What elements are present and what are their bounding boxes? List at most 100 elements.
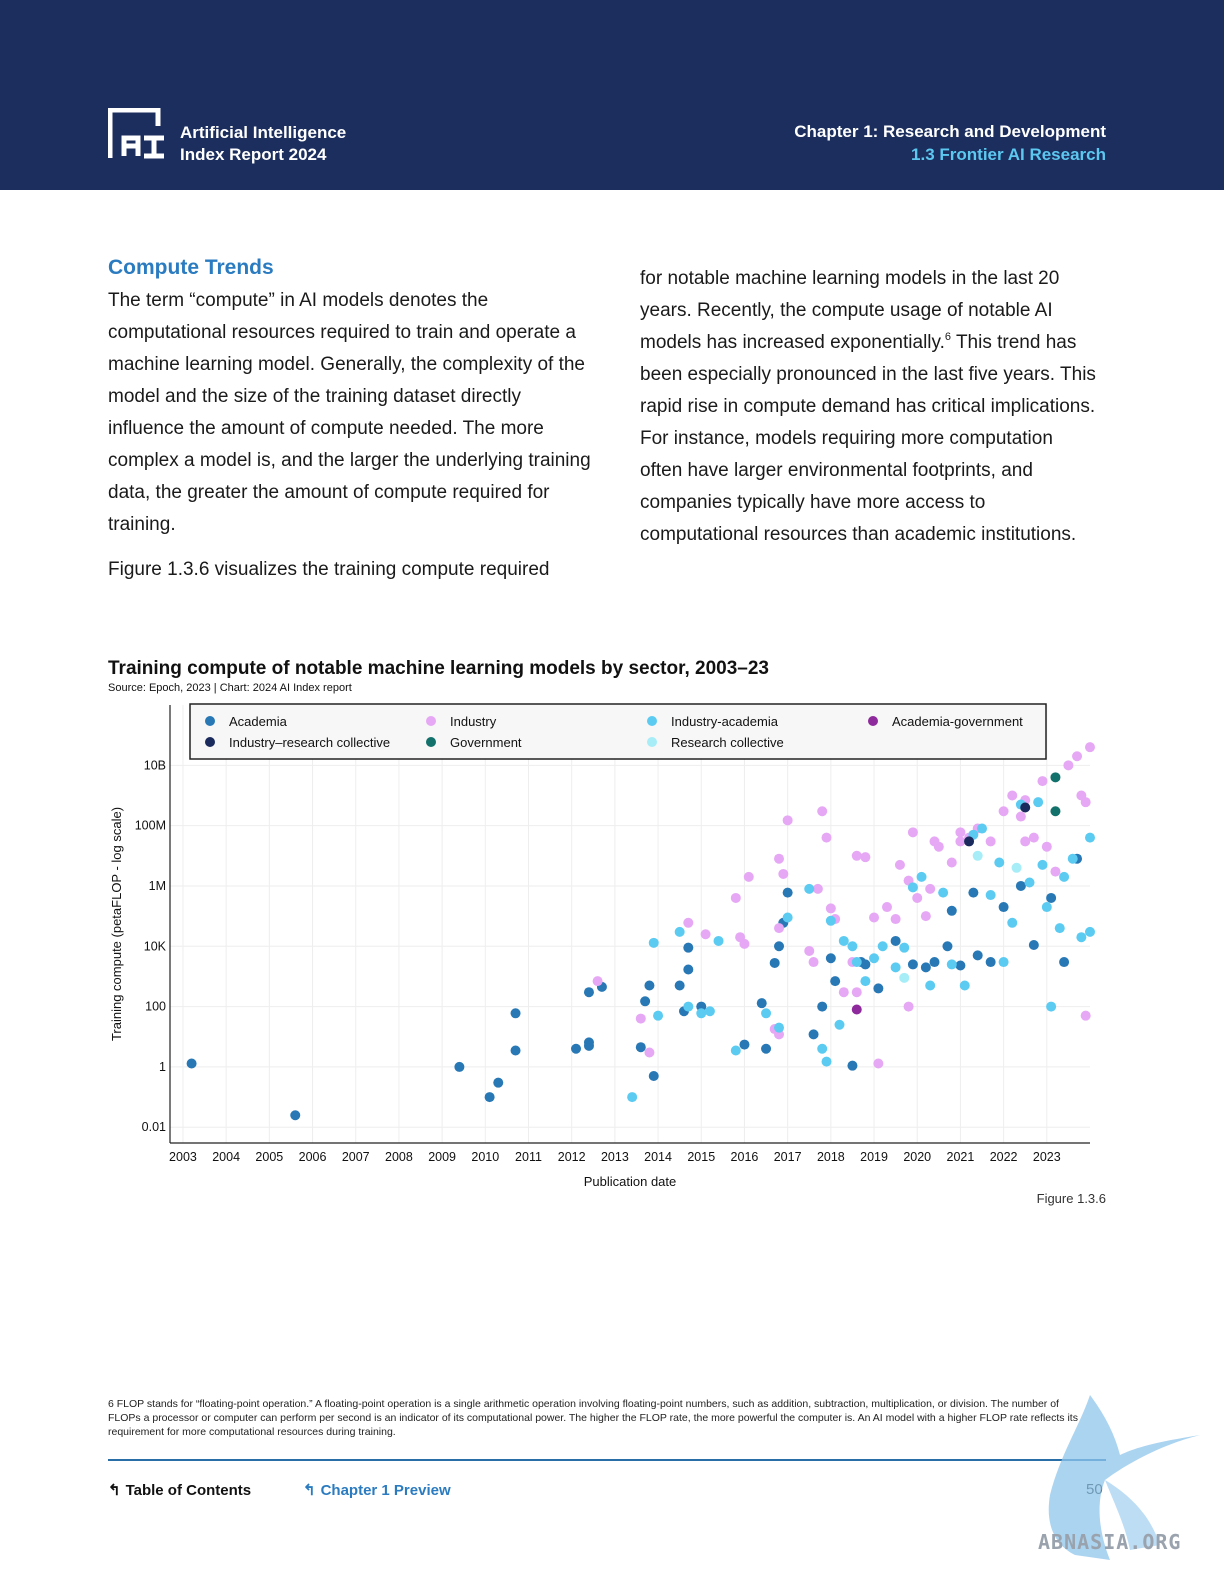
footnote: 6 FLOP stands for “floating-point operat… — [108, 1398, 1078, 1438]
data-point-industry — [730, 892, 741, 903]
footer-divider — [108, 1459, 1106, 1461]
data-point-academia — [942, 941, 953, 952]
data-point-industry-academia — [730, 1045, 741, 1056]
y-tick-label: 1M — [149, 879, 166, 893]
data-point-industry — [929, 836, 940, 847]
data-point-industry-research-collective — [964, 836, 975, 847]
data-point-academia — [493, 1077, 504, 1088]
data-point-industry-academia — [761, 1008, 772, 1019]
data-point-academia — [635, 1042, 646, 1053]
chapter-preview-link[interactable]: ↰ Chapter 1 Preview — [303, 1481, 451, 1499]
data-point-academia — [683, 942, 694, 953]
data-point-academia — [484, 1092, 495, 1103]
data-point-academia — [674, 980, 685, 991]
data-point-academia — [761, 1043, 772, 1054]
watermark-text: ABNASIA.ORG — [1038, 1530, 1182, 1554]
legend-box — [189, 703, 1047, 760]
data-point-research-collective — [972, 850, 983, 861]
data-point-industry — [955, 827, 966, 838]
table-of-contents-link[interactable]: ↰ Table of Contents — [108, 1481, 251, 1499]
data-point-industry-academia — [804, 883, 815, 894]
data-point-academia — [454, 1061, 465, 1072]
data-point-industry-academia — [838, 935, 849, 946]
data-point-academia — [985, 957, 996, 968]
data-point-industry — [925, 883, 936, 894]
data-point-academia — [644, 980, 655, 991]
data-point-industry-academia — [653, 1010, 664, 1021]
y-axis-label: Training compute (petaFLOP - log scale) — [109, 807, 124, 1041]
report-name-line2: Index Report 2024 — [180, 145, 327, 164]
data-point-industry-academia — [825, 915, 836, 926]
figure-label: Figure 1.3.6 — [1036, 1191, 1106, 1206]
data-point-industry — [821, 832, 832, 843]
data-point-industry — [1050, 866, 1061, 877]
data-point-government — [1050, 772, 1061, 783]
data-point-industry-academia — [1024, 877, 1035, 888]
data-point-industry-research-collective — [1020, 802, 1031, 813]
y-tick-label: 10B — [144, 758, 166, 772]
x-tick-label: 2015 — [687, 1150, 715, 1164]
data-point-industry-academia — [985, 890, 996, 901]
y-tick-label: 10K — [144, 939, 167, 953]
data-point-industry — [804, 945, 815, 956]
data-point-industry-academia — [674, 926, 685, 937]
data-point-academia — [583, 1037, 594, 1048]
data-point-industry-academia — [994, 857, 1005, 868]
data-point-industry — [782, 815, 793, 826]
table-of-contents-label: Table of Contents — [125, 1482, 252, 1499]
data-point-industry-academia — [627, 1092, 638, 1103]
data-point-industry — [907, 827, 918, 838]
data-point-academia — [782, 887, 793, 898]
data-point-academia — [825, 953, 836, 964]
y-tick-label: 1 — [159, 1060, 166, 1074]
scatter-chart: 2003 2004 2005 2006 2007 2008 2009 2010 2011 2012… — [109, 703, 1095, 1189]
legend-marker — [647, 737, 657, 747]
x-tick-label: 2012 — [558, 1150, 586, 1164]
data-point-industry — [778, 868, 789, 879]
data-point-industry — [985, 836, 996, 847]
x-tick-label: 2019 — [860, 1150, 888, 1164]
report-name-line1: Artificial Intelligence — [180, 123, 347, 142]
data-point-industry — [774, 923, 785, 934]
left-column: The term “compute” in AI models denotes … — [108, 285, 598, 586]
y-tick-label: 0.01 — [142, 1120, 166, 1134]
report-header: Artificial Intelligence Index Report 202… — [0, 0, 1224, 190]
data-point-academia — [290, 1110, 301, 1121]
data-point-academia — [186, 1058, 197, 1069]
data-point-industry — [825, 903, 836, 914]
section-title: Compute Trends — [108, 256, 274, 279]
griffin-watermark-icon — [1048, 1395, 1200, 1560]
data-point-industry-academia — [1076, 932, 1087, 943]
data-point-industry-academia — [648, 937, 659, 948]
legend-marker — [426, 716, 436, 726]
data-point-industry — [869, 912, 880, 923]
data-point-academia — [510, 1045, 521, 1056]
data-point-industry — [955, 836, 966, 847]
x-tick-label: 2010 — [471, 1150, 499, 1164]
data-point-academia — [929, 957, 940, 968]
data-point-industry-academia — [890, 962, 901, 973]
return-arrow-icon: ↰ — [108, 1482, 121, 1499]
data-point-industry — [1072, 751, 1083, 762]
data-point-industry — [873, 1058, 884, 1069]
data-point-industry — [812, 883, 823, 894]
left-paragraph-1: The term “compute” in AI models denotes … — [108, 290, 591, 535]
data-point-industry — [851, 987, 862, 998]
data-point-industry-academia — [817, 1043, 828, 1054]
data-point-industry — [592, 976, 603, 987]
x-tick-label: 2007 — [342, 1150, 370, 1164]
x-tick-label: 2020 — [903, 1150, 931, 1164]
data-point-research-collective — [1011, 862, 1022, 873]
data-point-industry-academia — [899, 942, 910, 953]
right-paragraph-part1: for notable machine learning models in t… — [640, 268, 1060, 353]
data-point-academia — [1028, 940, 1039, 951]
data-point-academia — [510, 1008, 521, 1019]
data-point-academia — [817, 1001, 828, 1012]
data-point-research-collective — [899, 972, 910, 983]
data-point-industry-academia — [1033, 797, 1044, 808]
data-point-academia — [769, 957, 780, 968]
x-tick-label: 2021 — [947, 1150, 975, 1164]
x-tick-label: 2022 — [990, 1150, 1018, 1164]
footnote-ref[interactable]: 6 — [944, 331, 952, 343]
data-point-academia — [571, 1043, 582, 1054]
